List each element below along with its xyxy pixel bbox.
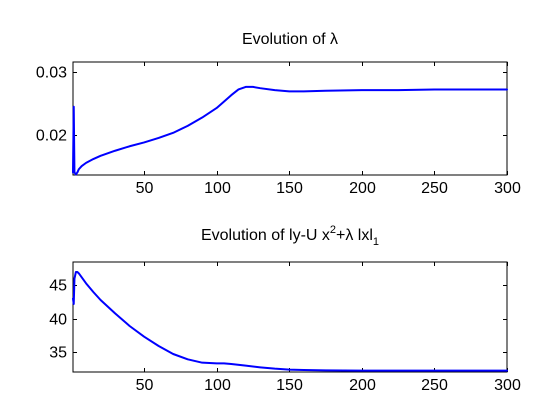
bottom-x-tick-label: 250: [421, 377, 448, 394]
bottom-chart-title-text: Evolution of ly-U x: [201, 227, 330, 244]
bottom-series-line: [72, 271, 508, 372]
top-series-line: [72, 85, 508, 176]
bottom-x-tick-label: 150: [276, 377, 303, 394]
bottom-y-tick-label: 40: [49, 312, 67, 329]
bottom-chart-title: Evolution of ly-U x2+λ lxl1: [201, 224, 379, 248]
top-y-tick-label: 0.02: [36, 128, 67, 145]
bottom-chart-title-superscript: 2: [330, 224, 336, 236]
bottom-x-tick-label: 50: [136, 377, 154, 394]
bottom-x-tick-label: 100: [204, 377, 231, 394]
top-x-tick-label: 100: [204, 180, 231, 197]
top-chart-title-symbol: λ: [330, 31, 338, 48]
bottom-x-tick-label: 200: [349, 377, 376, 394]
top-x-tick-label: 300: [494, 180, 521, 197]
top-x-tick-label: 250: [421, 180, 448, 197]
top-chart: 50 100 150 200 250 300 0.02 0.03: [36, 61, 521, 197]
top-y-tick-label: 0.03: [36, 65, 67, 82]
top-chart-title-text: Evolution of: [242, 31, 330, 48]
top-x-tick-label: 150: [276, 180, 303, 197]
bottom-y-tick-label: 35: [49, 345, 67, 362]
bottom-chart: 50 100 150 200 250 300 35 40 45: [49, 261, 521, 394]
top-x-tick-label: 200: [349, 180, 376, 197]
bottom-chart-title-middle: +λ lxl: [336, 227, 373, 244]
top-chart-title: Evolution of λ: [242, 31, 338, 48]
bottom-chart-title-subscript: 1: [373, 236, 379, 248]
bottom-y-tick-label: 45: [49, 278, 67, 295]
top-x-tick-label: 50: [136, 180, 154, 197]
bottom-x-tick-label: 300: [494, 377, 521, 394]
